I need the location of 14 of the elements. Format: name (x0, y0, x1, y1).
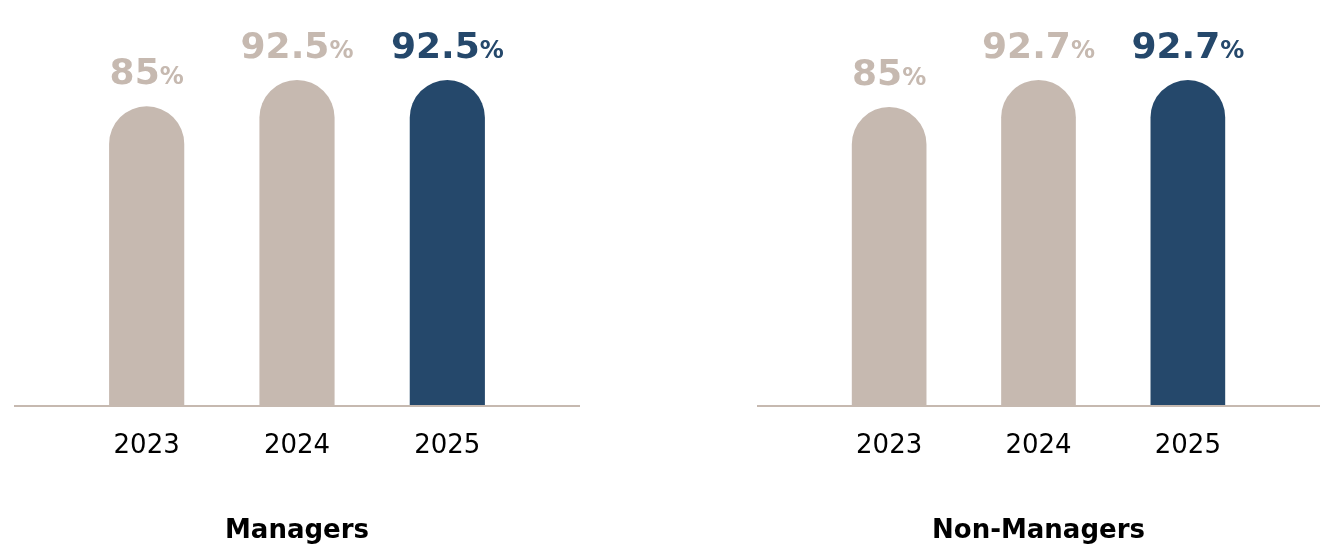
x-tick-label: 2025 (1154, 429, 1221, 459)
x-tick-label: 2025 (414, 429, 481, 459)
data-label: 92.5% (240, 25, 354, 66)
data-label: 85% (852, 52, 927, 93)
x-tick-label: 2023 (113, 429, 180, 459)
data-label: 92.7% (1131, 25, 1245, 66)
x-tick-label: 2024 (1005, 429, 1072, 459)
x-tick-label: 2023 (856, 429, 923, 459)
text: Managers (224, 514, 370, 544)
data-label: 92.7% (982, 25, 1095, 66)
text: Non-Managers (932, 514, 1145, 544)
data-label: 85% (109, 51, 184, 93)
data-label: 92.5% (390, 25, 504, 66)
x-tick-label: 2024 (263, 429, 331, 459)
